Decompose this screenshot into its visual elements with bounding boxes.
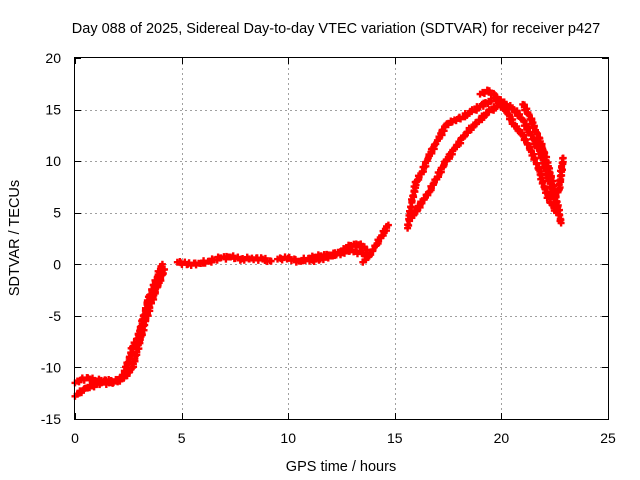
data-point <box>418 199 426 207</box>
x-tick-label: 0 <box>71 430 79 446</box>
data-point <box>485 87 493 95</box>
data-point <box>161 265 169 273</box>
data-point <box>126 368 134 376</box>
plot-frame <box>74 57 609 420</box>
data-point <box>516 110 524 118</box>
data-points <box>71 86 567 400</box>
data-point <box>384 221 392 229</box>
data-point <box>559 154 567 162</box>
data-point <box>420 195 428 203</box>
data-point <box>527 131 535 139</box>
data-point <box>267 257 275 265</box>
data-point <box>367 251 375 259</box>
data-point <box>369 246 377 254</box>
x-tick-label: 20 <box>494 430 510 446</box>
data-point <box>539 178 547 186</box>
y-tick-label: -10 <box>41 359 61 375</box>
axis-ticks: 0 5 10 15 20 25 -15 -10 -5 0 5 10 15 20 <box>41 50 616 446</box>
y-tick-label: -15 <box>41 411 61 427</box>
y-tick-label: 0 <box>53 256 61 272</box>
x-tick-label: 15 <box>387 430 403 446</box>
y-tick-label: 5 <box>53 205 61 221</box>
data-point <box>157 275 165 283</box>
y-tick-label: 10 <box>45 153 61 169</box>
x-tick-label: 5 <box>178 430 186 446</box>
grid-layer <box>75 58 608 419</box>
data-point <box>552 192 560 200</box>
data-point <box>524 124 532 132</box>
chart-title: Day 088 of 2025, Sidereal Day-to-day VTE… <box>72 21 600 37</box>
data-point <box>407 203 415 211</box>
data-point <box>362 256 370 264</box>
data-point <box>557 219 565 227</box>
data-point <box>444 121 452 129</box>
data-point <box>116 377 124 385</box>
y-tick-label: 20 <box>45 50 61 66</box>
y-axis-label: SDTVAR / TECUs <box>7 180 23 296</box>
data-point <box>151 288 159 296</box>
y-tick-label: -5 <box>49 308 62 324</box>
x-tick-label: 10 <box>280 430 296 446</box>
data-point <box>472 120 480 128</box>
x-axis-label: GPS time / hours <box>286 459 396 475</box>
data-point <box>531 155 539 163</box>
y-tick-label: 15 <box>45 102 61 118</box>
data-point <box>464 128 472 136</box>
x-tick-label: 25 <box>600 430 616 446</box>
